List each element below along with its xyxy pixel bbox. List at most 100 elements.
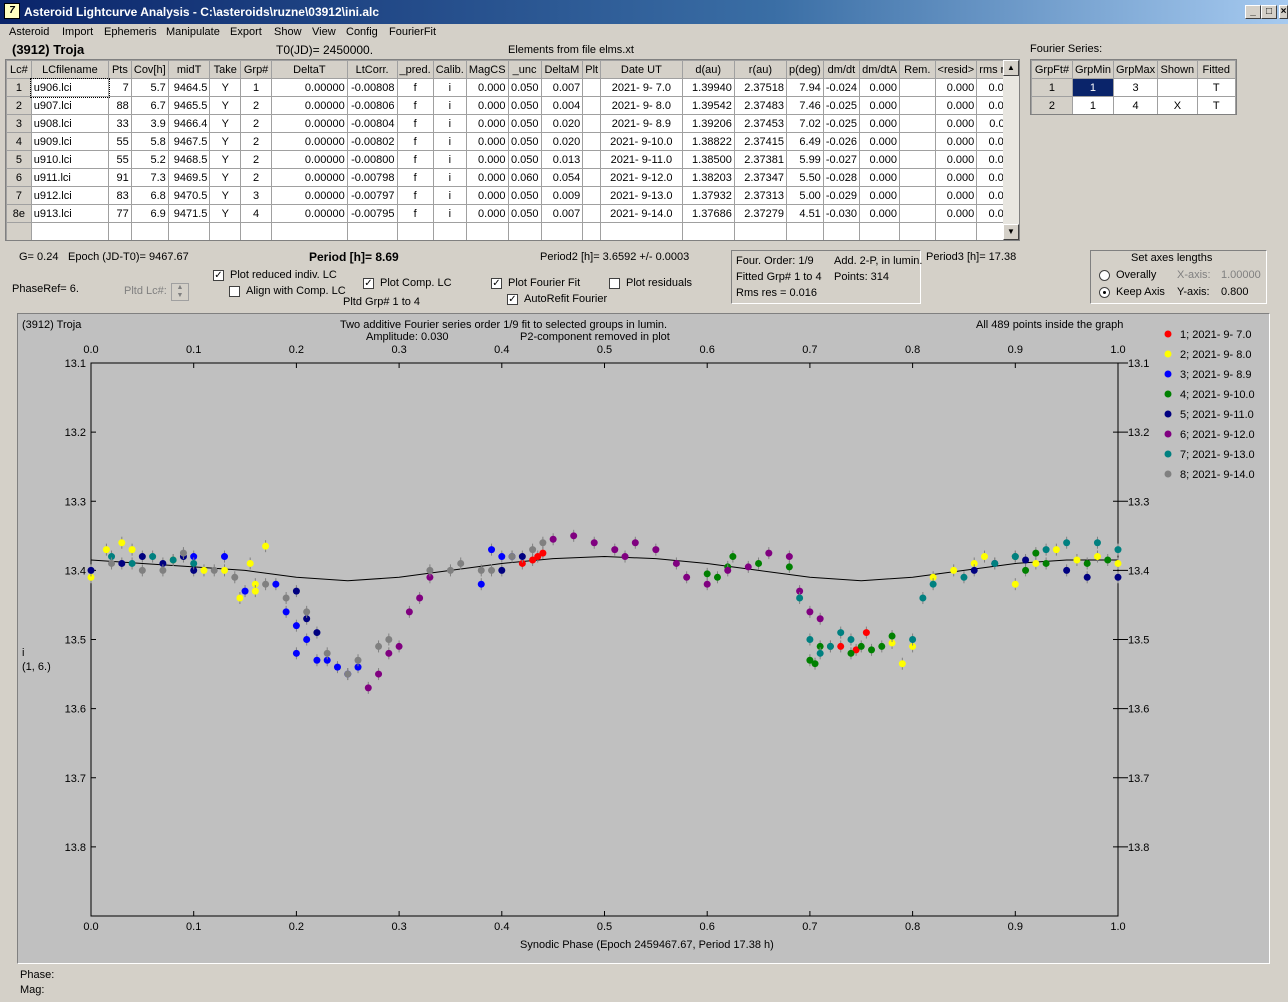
lc-col-header[interactable]: dm/dtA bbox=[859, 60, 900, 79]
table-cell[interactable]: -0.00797 bbox=[346, 186, 398, 205]
table-cell[interactable]: 1 bbox=[240, 78, 272, 97]
table-cell[interactable]: i bbox=[432, 186, 467, 205]
table-cell[interactable]: u910.lci bbox=[30, 150, 110, 169]
table-cell[interactable]: 5.2 bbox=[130, 150, 169, 169]
lightcurve-plot-area[interactable]: (3912) Troja Two additive Fourier series… bbox=[17, 313, 1270, 964]
table-cell[interactable] bbox=[899, 132, 936, 151]
keep-axis-radio[interactable] bbox=[1099, 287, 1110, 298]
table-cell[interactable]: 0.00000 bbox=[271, 150, 348, 169]
table-cell[interactable]: 91 bbox=[108, 168, 132, 187]
fourier-cell[interactable]: X bbox=[1157, 96, 1198, 114]
lc-col-header[interactable]: Cov[h] bbox=[130, 60, 169, 79]
row-header[interactable]: 1 bbox=[1031, 78, 1073, 97]
fourier-cell[interactable]: 3 bbox=[1112, 78, 1159, 97]
row-header[interactable]: 4 bbox=[6, 132, 32, 151]
table-cell[interactable]: 0.000 bbox=[859, 78, 900, 97]
fourier-cell[interactable]: 1 bbox=[1071, 96, 1115, 114]
table-cell[interactable]: u912.lci bbox=[30, 186, 110, 205]
table-cell[interactable]: 9471.5 bbox=[167, 204, 211, 223]
table-cell[interactable]: 0.000 bbox=[465, 114, 509, 133]
table-cell[interactable]: 2021- 9- 8.0 bbox=[600, 96, 683, 115]
table-cell[interactable] bbox=[432, 222, 467, 240]
table-cell[interactable]: 0.013 bbox=[540, 150, 584, 169]
lc-col-header[interactable]: Grp# bbox=[240, 60, 272, 79]
scroll-down-icon[interactable]: ▼ bbox=[1003, 224, 1019, 240]
table-cell[interactable]: 0.000 bbox=[465, 186, 509, 205]
table-cell[interactable]: f bbox=[396, 150, 434, 169]
menu-asteroid[interactable]: Asteroid bbox=[9, 26, 50, 38]
table-cell[interactable]: 0.000 bbox=[465, 204, 509, 223]
table-cell[interactable]: 9465.5 bbox=[167, 96, 211, 115]
fourier-cell[interactable] bbox=[1157, 78, 1198, 97]
table-cell[interactable]: 1.39940 bbox=[681, 78, 735, 97]
table-cell[interactable] bbox=[899, 222, 936, 240]
table-cell[interactable]: 55 bbox=[108, 132, 132, 151]
table-cell[interactable] bbox=[899, 96, 936, 115]
table-cell[interactable]: i bbox=[432, 78, 467, 97]
row-header[interactable]: 2 bbox=[6, 96, 32, 115]
table-cell[interactable] bbox=[30, 222, 110, 240]
table-cell[interactable]: 7 bbox=[108, 78, 132, 97]
plot-reduced-checkbox[interactable]: ✓ bbox=[213, 270, 224, 281]
table-cell[interactable]: 7.3 bbox=[130, 168, 169, 187]
table-cell[interactable]: f bbox=[396, 96, 434, 115]
lc-col-header[interactable]: _pred. bbox=[396, 60, 434, 79]
table-cell[interactable]: 1.37686 bbox=[681, 204, 735, 223]
row-header[interactable]: 5 bbox=[6, 150, 32, 169]
table-cell[interactable]: -0.028 bbox=[822, 168, 861, 187]
table-cell[interactable] bbox=[899, 114, 936, 133]
table-cell[interactable]: 2.37279 bbox=[733, 204, 788, 223]
fourier-col-header[interactable]: GrpMax bbox=[1112, 60, 1159, 79]
table-cell[interactable]: 0.000 bbox=[859, 186, 900, 205]
table-cell[interactable]: f bbox=[396, 204, 434, 223]
row-header[interactable]: 7 bbox=[6, 186, 32, 205]
table-cell[interactable] bbox=[822, 222, 861, 240]
table-cell[interactable] bbox=[582, 186, 602, 205]
table-cell[interactable]: 0.050 bbox=[507, 132, 542, 151]
table-cell[interactable]: 0.00000 bbox=[271, 168, 348, 187]
table-cell[interactable]: 3 bbox=[240, 186, 272, 205]
table-cell[interactable] bbox=[582, 204, 602, 223]
fourier-cell[interactable]: T bbox=[1196, 96, 1236, 114]
menu-manipulate[interactable]: Manipulate bbox=[166, 26, 220, 38]
table-cell[interactable]: u908.lci bbox=[30, 114, 110, 133]
table-cell[interactable]: i bbox=[432, 96, 467, 115]
minimize-button[interactable]: _ bbox=[1245, 5, 1261, 19]
table-cell[interactable]: 0.000 bbox=[859, 114, 900, 133]
table-cell[interactable]: 0.000 bbox=[934, 150, 978, 169]
menu-import[interactable]: Import bbox=[62, 26, 94, 38]
y-axis-value[interactable]: 0.800 bbox=[1221, 286, 1249, 298]
table-cell[interactable]: i bbox=[432, 204, 467, 223]
table-cell[interactable]: 5.8 bbox=[130, 132, 169, 151]
table-cell[interactable] bbox=[899, 78, 936, 97]
fourier-cell[interactable]: T bbox=[1196, 78, 1236, 97]
table-cell[interactable]: 9464.5 bbox=[167, 78, 211, 97]
table-cell[interactable]: 0.020 bbox=[540, 114, 584, 133]
table-cell[interactable]: 2021- 9- 8.9 bbox=[600, 114, 683, 133]
table-cell[interactable]: -0.030 bbox=[822, 204, 861, 223]
lc-col-header[interactable]: midT bbox=[167, 60, 211, 79]
lc-col-header[interactable]: Lc# bbox=[6, 60, 32, 79]
table-cell[interactable] bbox=[167, 222, 211, 240]
table-cell[interactable] bbox=[396, 222, 434, 240]
menu-export[interactable]: Export bbox=[230, 26, 262, 38]
table-cell[interactable]: 5.50 bbox=[786, 168, 824, 187]
x-axis-value[interactable]: 1.00000 bbox=[1221, 269, 1261, 281]
lc-col-header[interactable]: Date UT bbox=[600, 60, 683, 79]
table-cell[interactable] bbox=[582, 132, 602, 151]
table-cell[interactable]: 3.9 bbox=[130, 114, 169, 133]
table-cell[interactable]: 5.00 bbox=[786, 186, 824, 205]
table-cell[interactable]: -0.026 bbox=[822, 132, 861, 151]
table-cell[interactable] bbox=[582, 222, 602, 240]
table-row[interactable]: 1 u906.lci 7 5.7 9464.5 Y 1 0.00000 -0.00808 f i 0.… bbox=[6, 77, 1019, 98]
table-cell[interactable]: 6.7 bbox=[130, 96, 169, 115]
table-cell[interactable] bbox=[582, 150, 602, 169]
table-cell[interactable]: 5.7 bbox=[130, 78, 169, 97]
table-cell[interactable]: 0.000 bbox=[465, 168, 509, 187]
table-cell[interactable]: 0.000 bbox=[465, 150, 509, 169]
lc-col-header[interactable]: Pts bbox=[108, 60, 132, 79]
table-cell[interactable] bbox=[582, 114, 602, 133]
table-cell[interactable]: -0.00795 bbox=[346, 204, 398, 223]
table-cell[interactable]: 55 bbox=[108, 150, 132, 169]
table-cell[interactable]: -0.00802 bbox=[346, 132, 398, 151]
